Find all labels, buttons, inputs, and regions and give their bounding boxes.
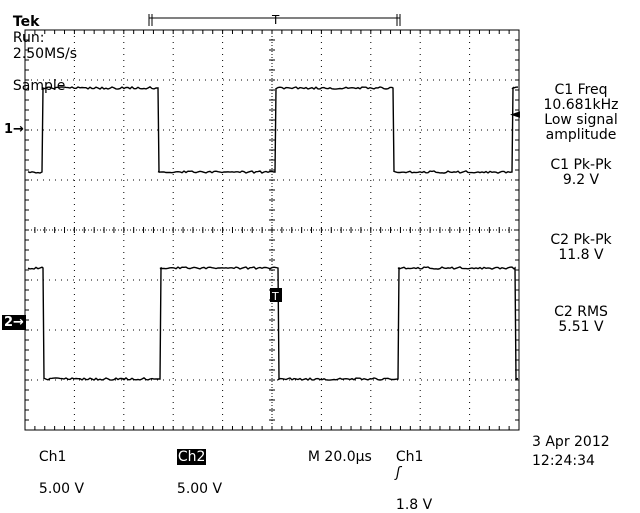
ch2-waveform (27, 266, 519, 381)
timebase: M 20.0µs (307, 449, 372, 465)
trigger-position-marker: T (271, 13, 280, 27)
trigger-box-icon (270, 288, 282, 302)
measurement-value: 10.681kHz (543, 97, 619, 113)
date-label: 3 Apr 2012 (532, 434, 610, 450)
ch1-waveform (27, 85, 519, 174)
trigger-slope-icon: ʃ (395, 465, 401, 481)
measurement-note: amplitude (545, 127, 617, 143)
measurement-value: 11.8 V (558, 247, 604, 263)
graticule (24, 29, 520, 431)
measurement-c2-pkpk: C2 Pk-Pk 11.8 V (522, 233, 640, 263)
measurement-c1-pkpk: C1 Pk-Pk 9.2 V (522, 158, 640, 188)
measurement-c2-rms: C2 RMS 5.51 V (522, 305, 640, 335)
waveform-traces (27, 85, 519, 381)
trigger-source: Ch1 (395, 449, 424, 465)
measurement-label: C1 Freq (554, 82, 608, 98)
timebase-readout[interactable]: M 20.0µs (299, 433, 372, 465)
ch1-label: Ch1 (38, 449, 67, 465)
measurement-label: C2 Pk-Pk (550, 232, 612, 248)
measurement-note: Low signal (544, 112, 618, 128)
run-status: Run: (12, 30, 45, 46)
oscilloscope-display: T T (24, 13, 520, 431)
trigger-readout[interactable]: Ch1 ʃ 1.8 V (387, 433, 432, 513)
brand-label: Tek (12, 14, 40, 30)
measurement-label: C2 RMS (554, 304, 608, 320)
trigger-level: 1.8 V (395, 497, 433, 513)
time-label: 12:24:34 (532, 453, 595, 469)
record-bracket (148, 14, 401, 26)
ch1-scale: 5.00 V (38, 481, 85, 497)
ch2-scale: 5.00 V (176, 481, 223, 497)
ch2-scale-readout[interactable]: Ch2 5.00 V (168, 433, 222, 497)
ch1-ground-marker[interactable]: 1→ (4, 122, 24, 137)
measurement-c1-freq: C1 Freq 10.681kHz Low signal amplitude (522, 83, 640, 143)
trigger-level-marker[interactable]: ◄ (510, 107, 520, 122)
ch2-label: Ch2 (176, 449, 207, 465)
ch1-scale-readout[interactable]: Ch1 5.00 V (30, 433, 84, 497)
trigger-box-label: T (271, 290, 279, 303)
ch2-ground-marker[interactable]: 2→ (2, 315, 26, 330)
measurement-value: 9.2 V (562, 172, 600, 188)
measurement-label: C1 Pk-Pk (550, 157, 612, 173)
measurement-value: 5.51 V (558, 319, 604, 335)
timestamp: 3 Apr 2012 12:24:34 (532, 433, 610, 471)
